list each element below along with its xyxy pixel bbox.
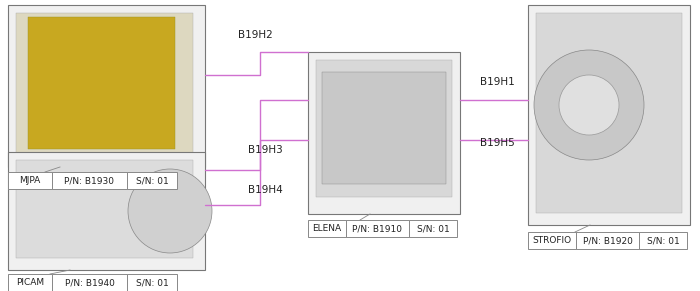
Bar: [127, 274, 177, 291]
Bar: [8, 274, 52, 291]
Bar: [316, 60, 452, 197]
Bar: [639, 232, 687, 249]
Text: P/N: B1940: P/N: B1940: [64, 278, 114, 287]
Bar: [308, 220, 346, 237]
Text: S/N: 01: S/N: 01: [647, 236, 680, 245]
Text: S/N: 01: S/N: 01: [136, 176, 169, 185]
Text: P/N: B1930: P/N: B1930: [64, 176, 115, 185]
Bar: [16, 160, 193, 258]
Bar: [308, 52, 460, 214]
Circle shape: [559, 75, 619, 135]
Text: B19H2: B19H2: [237, 30, 272, 40]
Text: PICAM: PICAM: [16, 278, 44, 287]
Bar: [528, 232, 576, 249]
Bar: [536, 13, 682, 213]
Bar: [576, 232, 639, 249]
Text: STROFIO: STROFIO: [533, 236, 572, 245]
Text: B19H3: B19H3: [248, 145, 283, 155]
Bar: [28, 17, 175, 149]
Text: B19H4: B19H4: [248, 185, 283, 195]
Bar: [52, 274, 127, 291]
Text: B19H1: B19H1: [480, 77, 514, 87]
Bar: [322, 72, 446, 184]
Text: S/N: 01: S/N: 01: [136, 278, 169, 287]
Bar: [127, 172, 177, 189]
Text: B19H5: B19H5: [480, 138, 514, 148]
Circle shape: [128, 169, 212, 253]
Bar: [8, 5, 205, 167]
Bar: [528, 5, 690, 225]
Text: P/N: B1910: P/N: B1910: [353, 224, 402, 233]
Text: S/N: 01: S/N: 01: [416, 224, 449, 233]
Text: ELENA: ELENA: [312, 224, 342, 233]
Text: P/N: B1920: P/N: B1920: [582, 236, 632, 245]
Bar: [409, 220, 457, 237]
Bar: [346, 220, 409, 237]
Bar: [8, 172, 52, 189]
Bar: [16, 13, 193, 155]
Circle shape: [534, 50, 644, 160]
Bar: [52, 172, 127, 189]
Text: MJPA: MJPA: [20, 176, 41, 185]
Bar: [8, 152, 205, 270]
